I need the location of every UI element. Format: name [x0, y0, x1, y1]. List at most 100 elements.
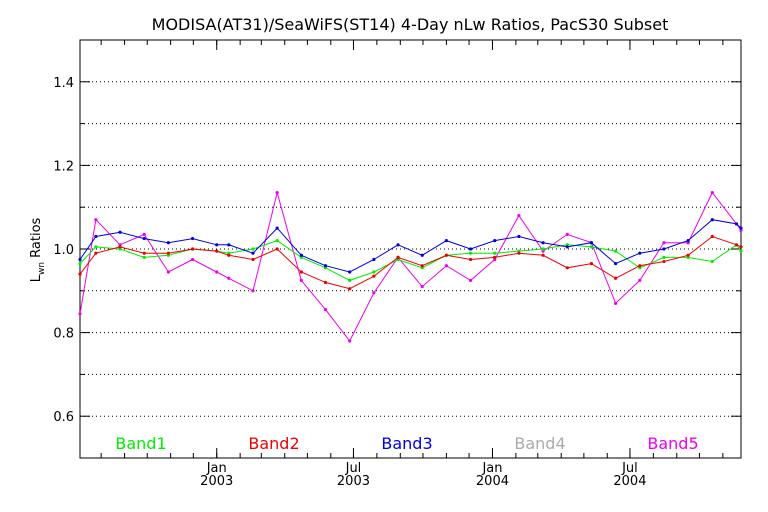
- legend-item-band5: Band5: [647, 434, 698, 453]
- data-point: [662, 259, 666, 264]
- data-point: [94, 218, 98, 222]
- data-point: [78, 257, 82, 262]
- x-tick-label-month: Jan: [206, 461, 227, 476]
- data-point: [372, 257, 376, 262]
- data-point: [396, 243, 400, 247]
- series-line-band2: [79, 235, 742, 290]
- series-band2: [78, 234, 743, 291]
- data-point: [94, 245, 98, 249]
- data-point: [565, 266, 569, 270]
- data-point: [142, 251, 146, 255]
- data-point: [299, 253, 303, 257]
- data-point: [323, 280, 328, 285]
- legend-item-band4: Band4: [514, 434, 565, 453]
- plot-area: [79, 39, 742, 459]
- data-point: [94, 251, 98, 255]
- data-point: [372, 274, 376, 278]
- data-point: [323, 264, 328, 268]
- data-point: [517, 234, 521, 239]
- y-tick-label: 0.6: [53, 410, 74, 425]
- data-point: [468, 247, 473, 251]
- chart-title: MODISA(AT31)/SeaWiFS(ST14) 4-Day nLw Rat…: [152, 15, 669, 34]
- data-point: [275, 226, 279, 230]
- y-axis-label: Lwn Ratios: [29, 217, 47, 282]
- data-point: [251, 251, 255, 255]
- data-point: [348, 339, 352, 343]
- data-point: [734, 222, 739, 226]
- data-point: [190, 247, 195, 251]
- data-point: [613, 301, 618, 305]
- data-point: [275, 239, 279, 243]
- data-point: [166, 270, 170, 274]
- legend-item-band1: Band1: [115, 434, 166, 453]
- legend: Band1 Band2 Band3 Band4 Band5: [115, 434, 698, 453]
- data-point: [323, 308, 328, 312]
- series-band3: [78, 218, 743, 274]
- y-tick-label: 1.4: [53, 76, 74, 91]
- data-point: [348, 278, 352, 282]
- x-tick-label-year: 2004: [613, 474, 646, 489]
- y-axis-label-main: L: [29, 274, 44, 282]
- data-point: [444, 253, 448, 257]
- data-point: [613, 262, 618, 266]
- data-point: [589, 262, 594, 266]
- data-point: [589, 245, 594, 249]
- x-tick-label-year: 2004: [476, 474, 509, 489]
- data-point: [166, 251, 170, 255]
- data-point: [348, 270, 352, 274]
- data-point: [251, 289, 255, 293]
- x-tick-label-month: Jul: [621, 461, 638, 476]
- data-point: [420, 285, 424, 289]
- data-point: [372, 270, 376, 274]
- data-point: [686, 253, 690, 257]
- data-point: [299, 270, 303, 274]
- data-point: [613, 276, 618, 280]
- data-point: [613, 249, 618, 253]
- data-point: [662, 255, 666, 259]
- data-point: [541, 241, 545, 245]
- y-axis-label-sub: wn: [37, 262, 47, 275]
- data-point: [78, 262, 82, 266]
- data-point: [638, 278, 642, 282]
- data-point: [372, 291, 376, 295]
- data-point: [420, 264, 424, 268]
- y-tick-label: 0.8: [53, 327, 74, 342]
- data-point: [686, 239, 690, 243]
- data-point: [142, 255, 146, 259]
- y-axis-label-rest: Ratios: [29, 217, 44, 262]
- data-point: [227, 276, 231, 280]
- x-tick-label-year: 2003: [200, 474, 233, 489]
- data-point: [215, 270, 219, 274]
- data-point: [251, 247, 255, 251]
- series-line-band1: [79, 240, 742, 281]
- data-point: [541, 247, 545, 251]
- data-point: [638, 264, 642, 268]
- data-point: [739, 226, 743, 230]
- data-point: [142, 236, 146, 241]
- data-point: [739, 249, 743, 253]
- data-point: [493, 255, 497, 259]
- data-point: [78, 312, 82, 316]
- data-point: [251, 257, 255, 262]
- data-point: [565, 232, 569, 236]
- data-point: [734, 243, 739, 247]
- data-point: [517, 213, 521, 218]
- data-point: [166, 241, 170, 245]
- data-point: [118, 245, 122, 249]
- data-point: [420, 253, 424, 257]
- data-point: [227, 253, 231, 257]
- data-point: [275, 247, 279, 251]
- data-point: [190, 257, 195, 262]
- data-point: [275, 190, 279, 195]
- data-point: [444, 264, 448, 268]
- data-point: [215, 249, 219, 253]
- data-point: [396, 255, 400, 259]
- legend-item-band3: Band3: [381, 434, 432, 453]
- series-line-band5: [79, 190, 742, 342]
- legend-item-band2: Band2: [248, 434, 299, 453]
- data-point: [493, 251, 497, 255]
- y-tick-label: 1.0: [53, 243, 74, 258]
- data-point: [444, 239, 448, 243]
- data-point: [118, 230, 122, 234]
